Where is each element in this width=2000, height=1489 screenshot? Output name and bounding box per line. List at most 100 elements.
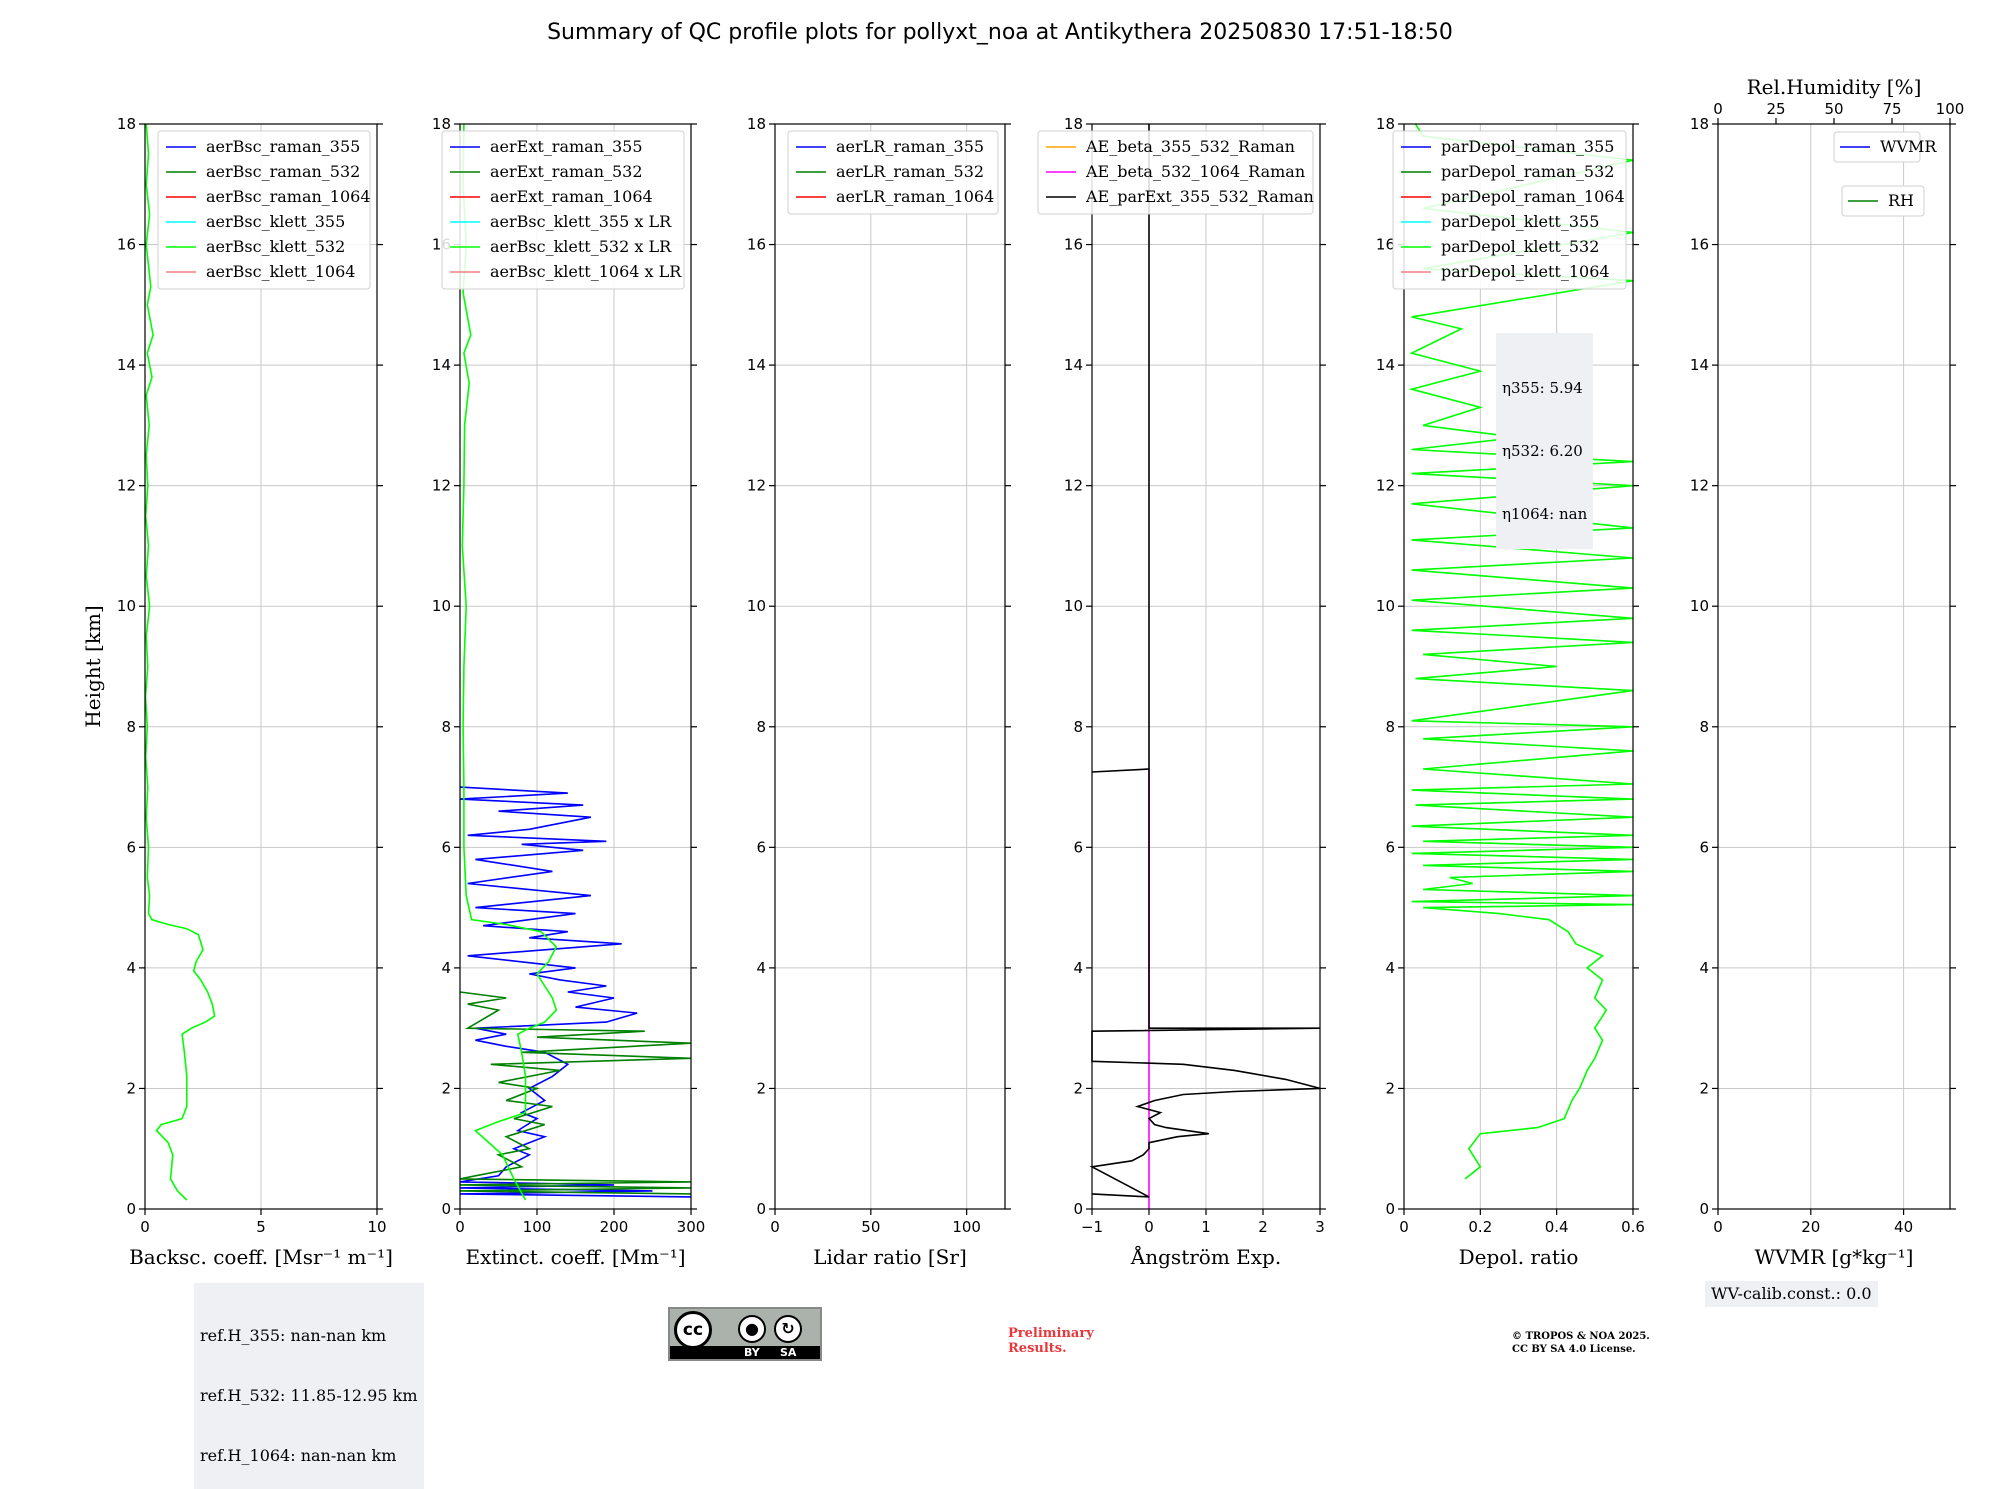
x-tick-label: 300: [677, 1218, 706, 1236]
panel-lr: 0 2 4 6 8 10 12 14 16 18 0 50 100 Lidar ratio [Sr] aer…: [747, 115, 1011, 1269]
x-tick-label: 50: [861, 1218, 880, 1236]
x-axis-label: Backsc. coeff. [Msr⁻¹ m⁻¹]: [129, 1245, 393, 1269]
series-aerBsc_klett_532 x LR: [461, 123, 558, 1201]
preliminary-note: Preliminary Results.: [1008, 1326, 1094, 1356]
legend-box: [1037, 130, 1314, 215]
legend: aerLR_raman_355 aerLR_raman_532 aerLR_rama…: [787, 130, 999, 215]
y-axis-label: Height [km]: [81, 605, 105, 727]
y-tick-label: 16: [1064, 236, 1083, 254]
cc-icon: cc: [674, 1311, 712, 1349]
axes-frame: [774, 123, 1006, 1210]
x-tick-label: 0.4: [1545, 1218, 1569, 1236]
y-tick-label: 10: [747, 597, 766, 615]
y-tick-label: 4: [1385, 959, 1395, 977]
y-tick-label: 18: [747, 115, 766, 133]
cc-license-badge: cc ● ↻ BY SA: [668, 1307, 822, 1361]
y-tick-label: 16: [747, 236, 766, 254]
y-tick-label: 2: [126, 1079, 136, 1097]
y-tick-label: 16: [1690, 236, 1709, 254]
legend-label: parDepol_klett_532: [1441, 237, 1599, 256]
y-tick-label: 8: [441, 718, 451, 736]
y-tick-label: 0: [1385, 1200, 1395, 1218]
legend: parDepol_raman_355 parDepol_raman_532 parD…: [1392, 130, 1627, 290]
top-x-axis-label: Rel.Humidity [%]: [1747, 75, 1922, 99]
series-parDepol_klett_532: [1408, 123, 1634, 1180]
y-tick-label: 12: [117, 477, 136, 495]
legend-label: parDepol_raman_532: [1441, 162, 1614, 181]
x-tick-label: 40: [1894, 1218, 1913, 1236]
y-tick-label: 16: [117, 236, 136, 254]
y-tick-label: 0: [1699, 1200, 1709, 1218]
legend-label: WVMR: [1880, 137, 1937, 156]
panel-depol: 0 2 4 6 8 10 12 14 16 18 0 0.2 0.4 0.6 Depol. ratio par…: [1376, 115, 1645, 1269]
series-aerExt_raman_532: [459, 991, 692, 1195]
x-tick-label: 0: [1144, 1218, 1154, 1236]
x-tick-label: 0: [1713, 1218, 1723, 1236]
y-tick-label: 4: [756, 959, 766, 977]
x-axis-label: Lidar ratio [Sr]: [813, 1245, 967, 1269]
y-tick-label: 12: [1690, 477, 1709, 495]
legend-label: aerExt_raman_1064: [490, 187, 653, 206]
y-tick-label: 6: [756, 838, 766, 856]
y-tick-label: 10: [1376, 597, 1395, 615]
x-tick-label: 10: [367, 1218, 386, 1236]
y-tick-label: 2: [1699, 1079, 1709, 1097]
legend-label: aerBsc_klett_532: [206, 237, 345, 256]
top-x-tick-label: 100: [1936, 100, 1965, 118]
y-tick-label: 12: [1376, 477, 1395, 495]
y-tick-label: 14: [747, 356, 766, 374]
x-tick-label: 2: [1258, 1218, 1268, 1236]
y-tick-label: 4: [441, 959, 451, 977]
legend: AE_beta_355_532_Raman AE_beta_532_1064_Ra…: [1037, 130, 1314, 215]
series-AE_parExt_355_532_Raman: [1089, 124, 1321, 1198]
legend-label: parDepol_raman_355: [1441, 137, 1614, 156]
ref-height-box: ref.H_355: nan-nan km ref.H_532: 11.85-1…: [194, 1283, 424, 1489]
legend-label: AE_parExt_355_532_Raman: [1085, 187, 1314, 206]
y-tick-label: 6: [441, 838, 451, 856]
legend-label: parDepol_klett_1064: [1441, 262, 1610, 281]
y-tick-label: 18: [1064, 115, 1083, 133]
x-tick-label: 0: [455, 1218, 465, 1236]
legend-label: aerExt_raman_532: [490, 162, 643, 181]
legend-box: [1392, 130, 1627, 290]
legend-box: [441, 130, 685, 290]
y-tick-label: 0: [441, 1200, 451, 1218]
legend-label: aerBsc_klett_355 x LR: [490, 212, 672, 231]
y-tick-label: 16: [1376, 236, 1395, 254]
legend-WVMR: WVMR: [1833, 131, 1937, 163]
y-tick-label: 6: [1385, 838, 1395, 856]
x-tick-label: 20: [1801, 1218, 1820, 1236]
x-tick-label: 0: [140, 1218, 150, 1236]
legend-label: aerBsc_klett_1064: [206, 262, 355, 281]
legend-label: AE_beta_532_1064_Raman: [1085, 162, 1305, 181]
by-label: BY: [744, 1346, 760, 1359]
y-tick-label: 8: [126, 718, 136, 736]
y-tick-label: 6: [1699, 838, 1709, 856]
x-axis-label: Depol. ratio: [1459, 1245, 1579, 1269]
x-tick-label: 100: [523, 1218, 552, 1236]
legend-label: aerLR_raman_532: [836, 162, 984, 181]
ref-h-355: ref.H_355: nan-nan km: [200, 1326, 387, 1345]
top-x-tick-label: 50: [1824, 100, 1843, 118]
legend-label: aerBsc_raman_355: [206, 137, 360, 156]
y-tick-label: 8: [1073, 718, 1083, 736]
y-tick-label: 0: [1073, 1200, 1083, 1218]
legend-box: [1841, 185, 1925, 217]
top-x-tick-label: 25: [1766, 100, 1785, 118]
page-title: Summary of QC profile plots for pollyxt_…: [547, 20, 1453, 45]
sa-label: SA: [780, 1346, 797, 1359]
x-axis-label: Ångström Exp.: [1130, 1244, 1281, 1269]
legend-label: aerExt_raman_355: [490, 137, 643, 156]
legend-label: aerBsc_klett_355: [206, 212, 345, 231]
y-tick-label: 14: [1376, 356, 1395, 374]
x-tick-label: 0: [1399, 1218, 1409, 1236]
y-tick-label: 0: [756, 1200, 766, 1218]
y-tick-label: 10: [1690, 597, 1709, 615]
y-tick-label: 12: [1064, 477, 1083, 495]
y-tick-label: 8: [1699, 718, 1709, 736]
y-tick-label: 4: [1699, 959, 1709, 977]
legend-label: AE_beta_355_532_Raman: [1085, 137, 1295, 156]
axes-frame: [1403, 123, 1634, 1210]
